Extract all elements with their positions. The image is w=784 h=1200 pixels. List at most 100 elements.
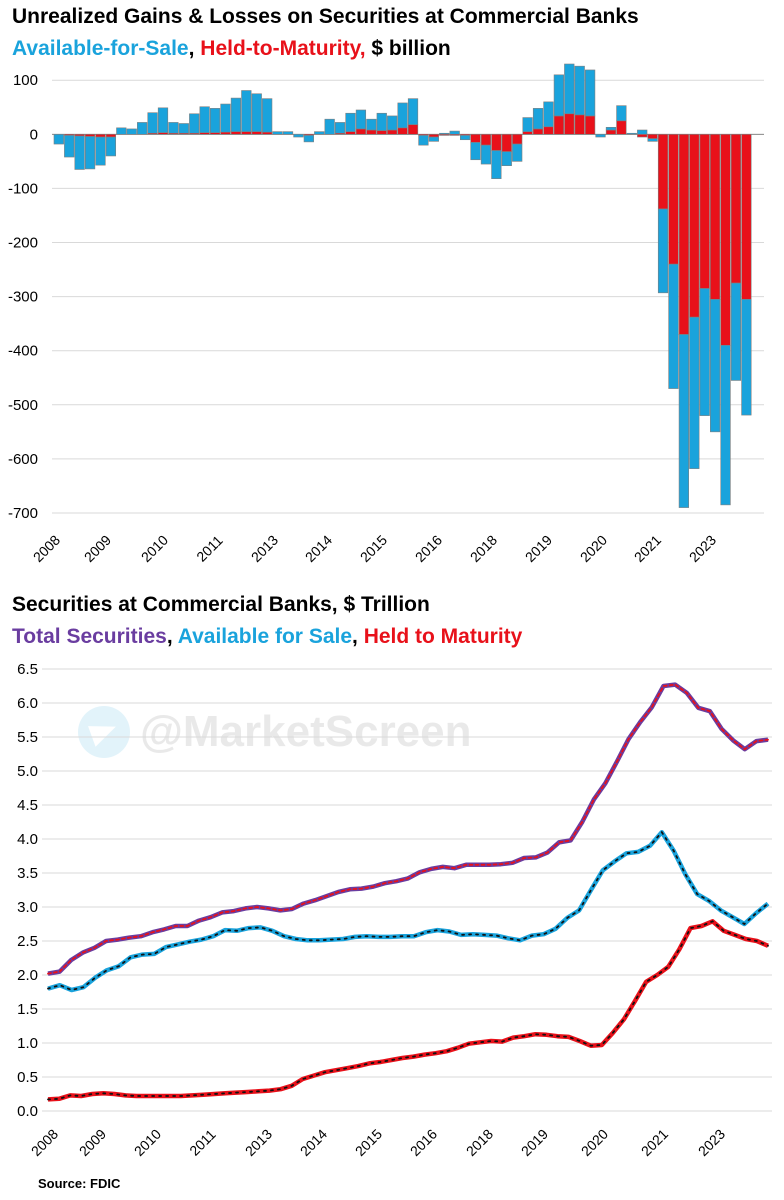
chart1-y-tick: 100 (13, 72, 38, 89)
chart1-bar-afs (428, 136, 439, 142)
chart2-line-total (47, 682, 769, 976)
chart1-bar-afs (585, 69, 596, 117)
chart1-bar-afs (522, 117, 533, 132)
chart1-bar-afs (689, 316, 700, 469)
chart2-line-total-dots (47, 683, 769, 975)
chart1-bar-afs (334, 122, 346, 134)
chart1-y-tick: -400 (8, 343, 38, 360)
chart2-y-tick: 3.0 (17, 899, 38, 916)
chart1-bar-afs (376, 112, 387, 131)
chart2-y-tick: 3.5 (17, 865, 38, 882)
chart1-subtitle-units: $ billion (365, 37, 451, 60)
chart2-subtitle: Total Securities, Available for Sale, He… (12, 624, 522, 650)
chart2-y-tick: 1.5 (17, 1001, 38, 1018)
chart1-bar-afs (741, 299, 752, 416)
chart1-bar-afs (230, 97, 242, 132)
chart1-bar-afs (220, 103, 231, 133)
chart1-bar-afs (397, 102, 408, 129)
chart2-x-tick: 2008 (28, 1126, 61, 1159)
chart2-x-tick: 2016 (407, 1126, 440, 1159)
chart1-bar-afs (407, 98, 419, 125)
chart2-subtitle-sep2: , (352, 625, 364, 648)
chart1-bar-afs (553, 74, 564, 117)
chart1-bar-afs (282, 131, 294, 135)
chart1-subtitle-afs: Available-for-Sale (12, 37, 189, 60)
chart1-bar-afs (730, 282, 742, 381)
chart2-y-tick: 4.5 (17, 797, 38, 814)
source-note: Source: FDIC (38, 1176, 121, 1191)
watermark: @MarketScreen (78, 706, 472, 758)
chart1-bar-afs (84, 136, 96, 170)
chart2-x-tick: 2009 (76, 1126, 109, 1159)
chart1-bar-afs (314, 131, 325, 135)
chart1-bar-afs (647, 138, 658, 142)
chart1-bar-afs (501, 151, 512, 167)
chart2-x-tick: 2021 (638, 1126, 671, 1159)
chart1-bar-afs (355, 109, 367, 130)
chart1-bar-afs (710, 299, 721, 433)
chart2-y-tick: 6.0 (17, 695, 38, 712)
chart1-bar-afs (387, 115, 398, 131)
chart1-bar-afs (147, 112, 158, 134)
chart1-bar-afs (209, 108, 221, 134)
chart1-bar-afs (64, 135, 75, 158)
chart2-subtitle-sep1: , (166, 625, 178, 648)
chart2-subtitle-htm: Held to Maturity (363, 625, 523, 648)
chart2-x-tick: 2013 (242, 1126, 275, 1159)
chart1-bar-afs (418, 135, 429, 146)
chart1-bar-afs (272, 131, 283, 135)
chart2-subtitle-afs: Available for Sale (177, 625, 353, 648)
chart2-y-tick: 4.0 (17, 831, 38, 848)
chart2-subtitle-total: Total Securities (12, 625, 167, 648)
chart1-bar-afs (595, 134, 606, 138)
chart2-line-htm (47, 919, 769, 1102)
watermark-text: @MarketScreen (140, 707, 472, 756)
chart1-bar-afs (74, 135, 85, 170)
chart1-bar-afs (189, 113, 200, 134)
chart1-bar-afs (116, 127, 127, 135)
chart1-bar-afs (678, 334, 689, 508)
chart2-y-tick: 0.0 (17, 1103, 38, 1120)
chart1-bar-afs (668, 263, 679, 389)
chart1-bar-afs (605, 126, 617, 131)
chart2-line-afs (47, 829, 770, 993)
chart1-y-tick: -600 (8, 451, 38, 468)
chart1-bar-afs (293, 134, 304, 138)
chart1-bar-afs (616, 105, 627, 122)
chart2-y-tick: 5.5 (17, 729, 38, 746)
chart2-y-tick: 6.5 (17, 661, 38, 678)
chart1-bar-afs (95, 136, 106, 166)
chart2-x-tick: 2020 (578, 1126, 611, 1159)
chart2-y-tick: 5.0 (17, 763, 38, 780)
chart1-bar-afs (574, 65, 585, 116)
chart1-bar-afs (449, 130, 460, 135)
chart2-x-tick: 2014 (297, 1126, 330, 1159)
chart1-bar-afs (137, 122, 148, 135)
chart1-y-tick: 0 (30, 126, 38, 143)
chart1-bar-afs (157, 107, 169, 134)
chart1-bar-afs (53, 134, 64, 145)
chart1-bar-afs (439, 132, 450, 135)
chart1-y-tick: -300 (8, 289, 38, 306)
chart1-bar-afs (105, 136, 117, 157)
chart2-x-tick: 2011 (186, 1126, 219, 1159)
chart1-bar-afs (564, 63, 575, 115)
chart2-title: Securities at Commercial Banks, $ Trilli… (12, 593, 430, 616)
chart1-bar-afs (512, 143, 523, 162)
chart1-bar-afs (126, 128, 137, 135)
chart1-bar-afs (491, 150, 502, 179)
telegram-icon (78, 706, 130, 758)
chart1-bar-afs (178, 123, 189, 134)
chart1-bar-afs (345, 112, 356, 132)
chart1-bar-afs (366, 118, 377, 131)
chart2-x-tick: 2015 (352, 1126, 385, 1159)
chart2-y-tick: 0.5 (17, 1069, 38, 1086)
chart1-bar-afs (199, 106, 210, 134)
chart1-bar-afs (262, 98, 273, 133)
chart1-y-tick: -100 (8, 180, 38, 197)
chart2-y-tick: 2.5 (17, 933, 38, 950)
chart2-x-tick: 2019 (518, 1126, 551, 1159)
chart1-y-tick: -200 (8, 235, 38, 252)
chart1-y-tick: -700 (8, 505, 38, 522)
